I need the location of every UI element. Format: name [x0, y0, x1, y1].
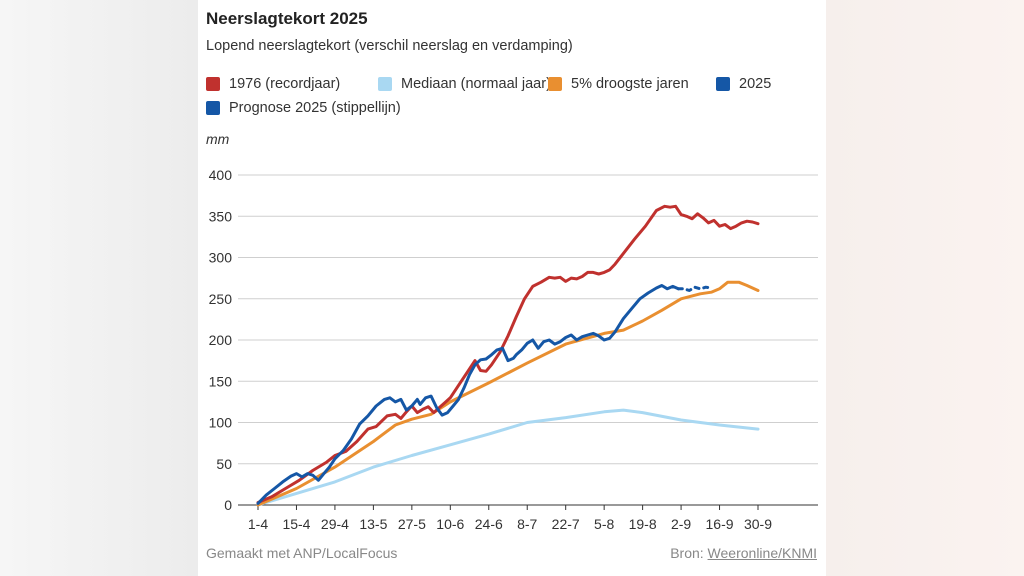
- x-tick-label-24-6: 24-6: [475, 516, 503, 532]
- y-tick-label-300: 300: [209, 250, 233, 266]
- legend-label-droogste: 5% droogste jaren: [571, 76, 689, 92]
- legend-label-1976: 1976 (recordjaar): [229, 76, 341, 92]
- legend-swatch-prognose: [206, 101, 220, 115]
- x-tick-label-1-4: 1-4: [248, 516, 268, 532]
- series-line-2025: [256, 284, 680, 505]
- x-tick-label-10-6: 10-6: [436, 516, 464, 532]
- legend-label-mediaan: Mediaan (normaal jaar): [401, 76, 551, 92]
- series-line-1976-recordjaar: [256, 204, 760, 504]
- x-tick-label-19-8: 19-8: [629, 516, 657, 532]
- legend-item-2025[interactable]: 2025: [716, 76, 771, 92]
- x-tick-label-29-4: 29-4: [321, 516, 349, 532]
- x-tick-label-15-4: 15-4: [282, 516, 310, 532]
- x-tick-label-5-8: 5-8: [594, 516, 614, 532]
- x-tick-label-13-5: 13-5: [359, 516, 387, 532]
- legend-item-mediaan[interactable]: Mediaan (normaal jaar): [378, 76, 551, 92]
- x-tick-label-2-9: 2-9: [671, 516, 691, 532]
- y-tick-label-200: 200: [209, 332, 233, 348]
- legend-swatch-2025: [716, 77, 730, 91]
- footer-credit: Gemaakt met ANP/LocalFocus: [206, 545, 398, 561]
- footer-source: Bron: Weeronline/KNMI: [670, 545, 817, 561]
- series-line-5-droogste-jaren: [256, 280, 760, 507]
- legend-swatch-droogste: [548, 77, 562, 91]
- y-tick-label-350: 350: [209, 208, 233, 224]
- legend-label-2025: 2025: [739, 76, 772, 92]
- y-tick-label-100: 100: [209, 415, 233, 431]
- chart-subtitle: Lopend neerslagtekort (verschil neerslag…: [206, 38, 573, 54]
- legend-swatch-1976: [206, 77, 220, 91]
- legend-swatch-mediaan: [378, 77, 392, 91]
- y-tick-label-150: 150: [209, 373, 233, 389]
- y-tick-label-50: 50: [216, 456, 232, 472]
- x-tick-label-30-9: 30-9: [744, 516, 772, 532]
- footer-source-link[interactable]: Weeronline/KNMI: [707, 545, 817, 561]
- series-line-prognose-2025-stippellijn: [676, 285, 713, 292]
- series-line-mediaan-normaal-jaar: [256, 408, 760, 507]
- line-chart: 0 50 100 150 200 250 300 350 400 1-4 15-4 29-4 13-5 2…: [209, 167, 818, 532]
- x-tick-label-22-7: 22-7: [552, 516, 580, 532]
- chart-title: Neerslagtekort 2025: [206, 9, 368, 28]
- footer-source-prefix: Bron:: [670, 545, 708, 561]
- x-tick-label-8-7: 8-7: [517, 516, 537, 532]
- y-axis-unit: mm: [206, 131, 230, 147]
- chart-card: Neerslagtekort 2025 Lopend neerslagtekor…: [198, 0, 826, 576]
- background-left: [0, 0, 198, 576]
- x-tick-label-27-5: 27-5: [398, 516, 426, 532]
- legend-label-prognose: Prognose 2025 (stippellijn): [229, 100, 401, 116]
- y-tick-label-0: 0: [224, 497, 232, 513]
- background-right: [826, 0, 1024, 576]
- legend-item-droogste[interactable]: 5% droogste jaren: [548, 76, 689, 92]
- y-tick-label-250: 250: [209, 291, 233, 307]
- legend-item-1976[interactable]: 1976 (recordjaar): [206, 76, 340, 92]
- legend-item-prognose[interactable]: Prognose 2025 (stippellijn): [206, 100, 401, 116]
- x-tick-label-16-9: 16-9: [706, 516, 734, 532]
- y-tick-label-400: 400: [209, 167, 233, 183]
